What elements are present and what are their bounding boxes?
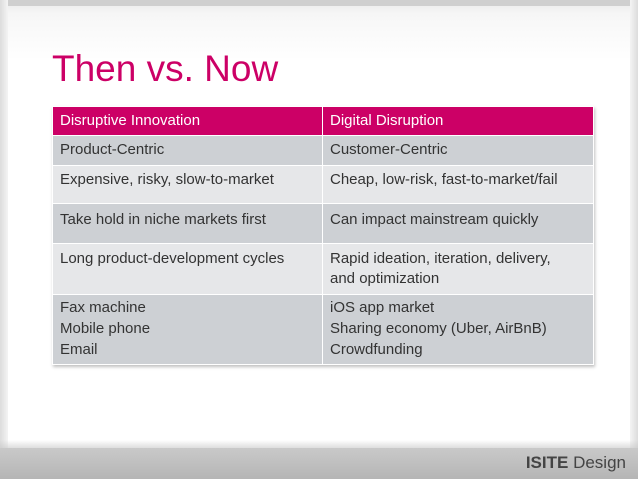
table-cell-right: Customer-Centric bbox=[322, 135, 594, 166]
footer-shine bbox=[0, 440, 638, 448]
cell-text: Long product-development cycles bbox=[60, 250, 285, 267]
table-row: Product-Centric Customer-Centric bbox=[52, 135, 594, 166]
table-cell-left: Product-Centric bbox=[52, 135, 323, 166]
right-edge-shade bbox=[630, 0, 638, 479]
table-cell-left: Take hold in niche markets first bbox=[52, 203, 323, 244]
slide-title: Then vs. Now bbox=[52, 48, 279, 89]
table-header-row: Disruptive Innovation Digital Disruption bbox=[52, 106, 594, 136]
left-edge-shade bbox=[0, 0, 8, 479]
top-bar bbox=[0, 0, 638, 6]
cell-text: Mobile phone bbox=[60, 320, 151, 337]
cell-text: iOS app market bbox=[330, 299, 435, 316]
table-row: Expensive, risky, slow-to-market Cheap, … bbox=[52, 165, 594, 204]
footer-bar bbox=[0, 448, 638, 479]
table-row: Long product-development cycles Rapid id… bbox=[52, 243, 594, 295]
cell-text: Product-Centric bbox=[60, 141, 165, 158]
header-digital-disruption: Digital Disruption bbox=[322, 106, 594, 136]
header-disruptive-innovation: Disruptive Innovation bbox=[52, 106, 323, 136]
cell-text: Sharing economy (Uber, AirBnB) bbox=[330, 320, 547, 337]
cell-text: Take hold in niche markets first bbox=[60, 211, 266, 228]
table-cell-left: Fax machine Mobile phone Email bbox=[52, 294, 323, 365]
table-row: Take hold in niche markets first Can imp… bbox=[52, 203, 594, 244]
cell-text: Crowdfunding bbox=[330, 341, 423, 358]
comparison-table: Disruptive Innovation Digital Disruption… bbox=[52, 106, 594, 365]
table-cell-left: Expensive, risky, slow-to-market bbox=[52, 165, 323, 204]
table-cell-right: iOS app market Sharing economy (Uber, Ai… bbox=[322, 294, 594, 365]
table-cell-right: Can impact mainstream quickly bbox=[322, 203, 594, 244]
table-cell-right: Rapid ideation, iteration, delivery, and… bbox=[322, 243, 594, 295]
company-logo: ISITE Design bbox=[526, 453, 626, 473]
cell-text: Expensive, risky, slow-to-market bbox=[60, 171, 274, 188]
cell-text: Fax machine bbox=[60, 299, 146, 316]
table-row: Fax machine Mobile phone Email iOS app m… bbox=[52, 294, 594, 365]
table-cell-left: Long product-development cycles bbox=[52, 243, 323, 295]
logo-bold-text: ISITE bbox=[525, 453, 569, 472]
cell-text: and optimization bbox=[330, 270, 440, 287]
cell-text: Rapid ideation, iteration, delivery, bbox=[330, 250, 551, 267]
cell-text: Cheap, low-risk, fast-to-market/fail bbox=[330, 171, 558, 188]
cell-text: Email bbox=[60, 341, 98, 358]
cell-text: Customer-Centric bbox=[330, 141, 448, 158]
logo-light-text: Design bbox=[573, 453, 626, 472]
table-cell-right: Cheap, low-risk, fast-to-market/fail bbox=[322, 165, 594, 204]
cell-text: Can impact mainstream quickly bbox=[330, 211, 539, 228]
